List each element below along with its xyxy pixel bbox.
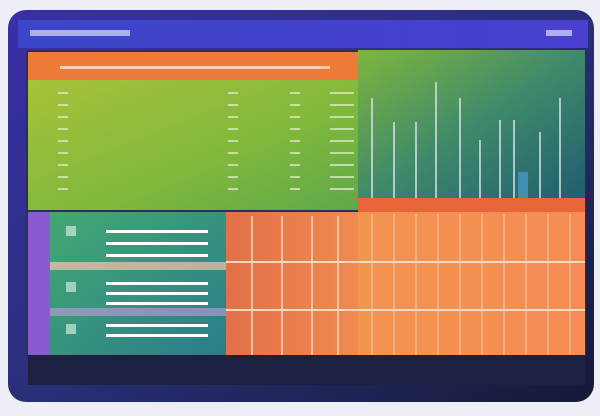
text-placeholder bbox=[290, 116, 300, 118]
text-placeholder bbox=[330, 116, 354, 118]
text-placeholder bbox=[58, 164, 68, 166]
list-line bbox=[106, 254, 208, 257]
text-placeholder bbox=[290, 92, 300, 94]
text-placeholder bbox=[228, 188, 238, 190]
text-placeholder bbox=[228, 104, 238, 106]
chart-block bbox=[518, 172, 528, 198]
text-placeholder bbox=[290, 140, 300, 142]
chart-panel bbox=[358, 50, 585, 200]
middle-table bbox=[226, 212, 358, 355]
text-placeholder bbox=[228, 164, 238, 166]
text-placeholder bbox=[290, 188, 300, 190]
text-placeholder bbox=[290, 176, 300, 178]
text-placeholder bbox=[58, 152, 68, 154]
right-table bbox=[358, 212, 585, 355]
bottom-bezel bbox=[28, 355, 585, 385]
text-placeholder bbox=[330, 188, 354, 190]
list-icon bbox=[66, 282, 76, 292]
list-icon bbox=[66, 226, 76, 236]
list-line bbox=[106, 230, 208, 233]
text-placeholder bbox=[58, 176, 68, 178]
text-placeholder bbox=[228, 92, 238, 94]
top-left-panel bbox=[28, 80, 358, 210]
text-placeholder bbox=[58, 104, 68, 106]
text-placeholder bbox=[228, 152, 238, 154]
text-placeholder bbox=[330, 176, 354, 178]
text-placeholder bbox=[330, 152, 354, 154]
list-line bbox=[106, 282, 208, 285]
list-line bbox=[106, 324, 208, 327]
text-placeholder bbox=[228, 140, 238, 142]
text-placeholder bbox=[290, 104, 300, 106]
sidebar bbox=[28, 212, 50, 355]
text-placeholder bbox=[330, 140, 354, 142]
text-placeholder bbox=[330, 128, 354, 130]
list-line bbox=[106, 242, 208, 245]
text-placeholder bbox=[228, 128, 238, 130]
text-placeholder bbox=[58, 140, 68, 142]
list-line bbox=[106, 302, 208, 305]
text-placeholder bbox=[290, 152, 300, 154]
chart-footer-strip bbox=[358, 198, 585, 212]
text-placeholder bbox=[228, 116, 238, 118]
header-text-placeholder bbox=[546, 30, 572, 36]
text-placeholder bbox=[290, 164, 300, 166]
text-placeholder bbox=[330, 92, 354, 94]
text-placeholder bbox=[58, 116, 68, 118]
row-divider bbox=[50, 262, 226, 270]
text-placeholder bbox=[330, 164, 354, 166]
decorations bbox=[30, 30, 585, 355]
text-placeholder bbox=[228, 176, 238, 178]
list-line bbox=[106, 334, 208, 337]
list-line bbox=[106, 292, 208, 295]
list-icon bbox=[66, 324, 76, 334]
row-divider bbox=[50, 308, 226, 316]
title-text-placeholder bbox=[60, 66, 330, 69]
text-placeholder bbox=[58, 92, 68, 94]
header-text-placeholder bbox=[30, 30, 130, 36]
text-placeholder bbox=[330, 104, 354, 106]
text-placeholder bbox=[58, 188, 68, 190]
text-placeholder bbox=[290, 128, 300, 130]
text-placeholder bbox=[58, 128, 68, 130]
